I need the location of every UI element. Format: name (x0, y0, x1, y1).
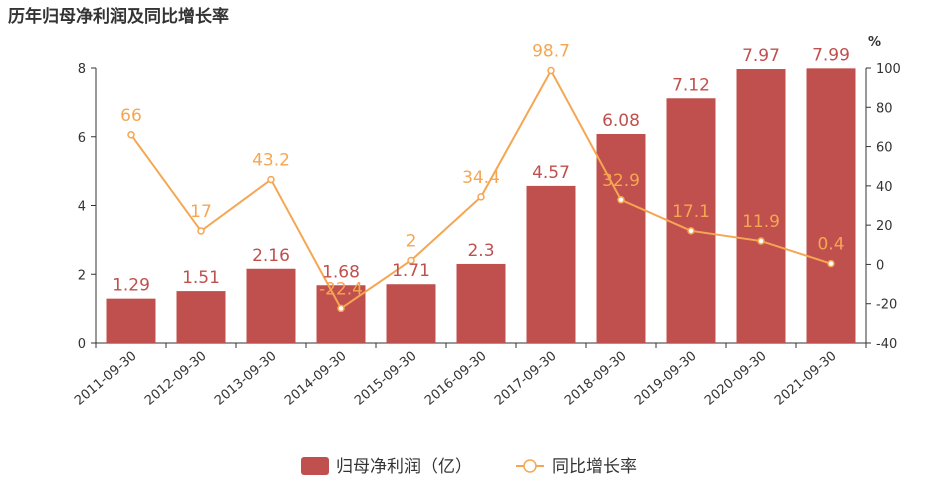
bar (386, 284, 436, 343)
x-axis-tick-label: 2017-09-30 (492, 349, 560, 409)
bar-value-label: 1.68 (322, 262, 360, 282)
bar-value-label: 7.12 (672, 75, 710, 95)
data-labels: 1.29 1.51 2.16 1.68 1.71 2.3 4.57 6.08 7.12 7.97 7… (112, 42, 850, 300)
x-axis-tick-label: 2016-09-30 (422, 349, 490, 409)
legend-bar-swatch (301, 457, 329, 475)
line-point (617, 196, 625, 204)
line-value-label: 17 (190, 202, 212, 222)
line-point (477, 193, 485, 201)
line-point (337, 304, 345, 313)
line-point (267, 175, 275, 184)
bar-value-label: 6.08 (602, 111, 640, 131)
bar-value-label: 1.51 (182, 268, 220, 288)
line-value-label: 32.9 (602, 171, 640, 191)
right-axis-tick-label: 20 (876, 219, 893, 234)
bar (106, 298, 156, 343)
left-axis-tick-label: 2 (78, 268, 86, 283)
bar (666, 98, 716, 343)
line-value-label: 98.7 (532, 42, 570, 62)
x-axis-tick-label: 2011-09-30 (72, 349, 140, 409)
x-axis-tick-label: 2020-09-30 (702, 349, 770, 409)
legend-bar-label: 归母净利润（亿） (336, 457, 472, 477)
bar-value-label: 7.99 (812, 45, 850, 65)
line-point (197, 227, 205, 235)
x-axis-tick-label: 2019-09-30 (632, 349, 700, 409)
line-value-label: 11.9 (742, 212, 780, 232)
line-value-label: 0.4 (817, 235, 844, 255)
left-axis-tick-label: 4 (78, 200, 86, 215)
right-axis-tick-label: -40 (876, 337, 897, 352)
right-axis-tick-label: 60 (876, 141, 893, 156)
legend-line-marker (523, 459, 537, 473)
bar-value-label: 7.97 (742, 46, 780, 66)
line-point (827, 259, 835, 268)
bar-value-label: 2.16 (252, 246, 290, 266)
line-point (127, 131, 135, 139)
line-point (547, 66, 555, 75)
right-axis-tick-label: 80 (876, 101, 893, 116)
line-point (687, 227, 695, 235)
line-series (127, 66, 835, 313)
line-value-label: -22.4 (319, 279, 363, 299)
bar (736, 69, 786, 343)
x-axis-tick-label: 2013-09-30 (212, 349, 280, 409)
right-axis-tick-label: -20 (876, 298, 897, 313)
bar (806, 68, 856, 343)
left-axis-tick-label: 0 (78, 337, 86, 352)
bar-series (106, 68, 856, 343)
right-axis-unit: % (868, 35, 881, 50)
bar-value-label: 4.57 (532, 163, 570, 183)
bar (316, 285, 366, 343)
bar (526, 185, 576, 343)
line-value-label: 43.2 (252, 151, 290, 171)
line-point (407, 256, 415, 265)
x-axis-tick-label: 2015-09-30 (352, 349, 420, 409)
x-axis-tick-label: 2018-09-30 (562, 349, 630, 409)
x-axis-tick-label: 2012-09-30 (142, 349, 210, 409)
line-point (757, 237, 765, 245)
chart-title: 历年归母净利润及同比增长率 (8, 7, 229, 27)
bar (456, 263, 506, 343)
bar (596, 134, 646, 343)
x-axis-tick-label: 2021-09-30 (772, 349, 840, 409)
line-value-label: 2 (406, 232, 417, 252)
left-axis-tick-label: 8 (78, 62, 86, 77)
line-value-label: 17.1 (672, 202, 710, 222)
legend-line-label: 同比增长率 (552, 457, 637, 477)
bar (176, 291, 226, 343)
right-axis-tick-label: 100 (876, 62, 901, 77)
bar-value-label: 2.3 (467, 241, 494, 261)
left-axis-tick-label: 6 (78, 131, 86, 146)
line-value-label: 34.4 (462, 168, 500, 188)
line-value-label: 66 (120, 106, 142, 126)
bar-value-label: 1.29 (112, 276, 150, 296)
bar-value-label: 1.71 (392, 261, 430, 281)
bar (246, 268, 296, 343)
right-axis-tick-label: 40 (876, 180, 893, 195)
right-axis-tick-label: 0 (876, 258, 884, 273)
legend: 归母净利润（亿） 同比增长率 (301, 457, 637, 477)
x-axis-tick-label: 2014-09-30 (282, 349, 350, 409)
